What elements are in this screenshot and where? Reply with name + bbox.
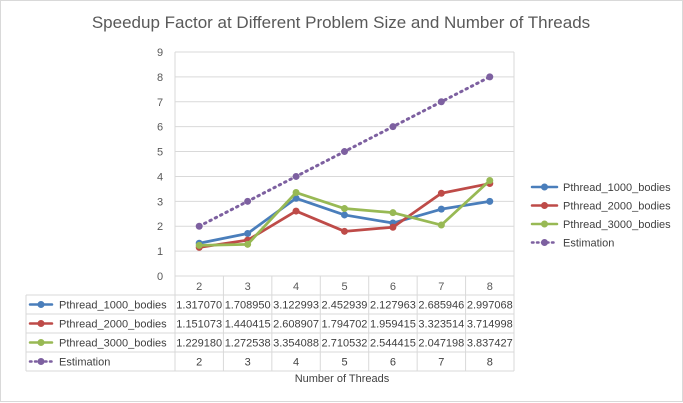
y-tick-label: 8 [157,72,163,84]
table-cell-value: 1.440415 [225,319,271,331]
table-cell-value: 2.685946 [418,300,464,312]
data-point [437,221,445,229]
table-cell-value: 3.354088 [273,338,319,350]
table-cell-value: 6 [390,357,396,369]
data-point [437,205,445,213]
table-series-name: Pthread_2000_bodies [59,319,167,331]
data-point [292,207,300,215]
table-cell-value: 1.272538 [225,338,271,350]
data-point [486,197,494,205]
data-point [389,123,397,131]
legend-key-marker [541,183,548,191]
data-point [292,194,300,202]
data-point [486,73,494,81]
data-point [244,240,252,248]
data-point [195,241,203,249]
data-point [244,197,252,205]
y-tick-label: 7 [157,97,163,109]
x-tick-label: 4 [293,281,299,293]
data-point [437,98,445,106]
data-point [341,211,348,219]
table-cell-value: 2.544415 [370,338,416,350]
data-point [341,205,348,213]
table-cell-value: 2.608907 [273,319,319,331]
data-point [292,189,300,197]
x-axis-title: Number of Threads [295,373,390,385]
table-cell-value: 1.794702 [322,319,368,331]
table-cell-value: 8 [487,357,493,369]
y-tick-label: 9 [157,47,163,59]
y-tick-label: 6 [157,122,163,134]
data-point [195,222,203,230]
table-series-name: Estimation [59,357,110,369]
chart-title: Speedup Factor at Different Problem Size… [92,13,590,32]
data-point [389,223,397,231]
table-cell-value: 3.323514 [418,319,464,331]
legend: Pthread_1000_bodies Pthread_2000_bodies Pt… [530,182,671,250]
y-axis-ticks: 0 1 2 3 4 5 6 7 8 9 [157,47,163,283]
table-cell-value: 1.959415 [370,319,416,331]
table-cell-value: 3.837427 [467,338,513,350]
table-cell-value: 2.127963 [370,300,416,312]
table-cell-value: 2.710532 [322,338,368,350]
table-cell-value: 1.229180 [176,338,222,350]
table-cell-value: 1.317070 [176,300,222,312]
x-tick-label: 3 [245,281,251,293]
y-tick-label: 2 [157,221,163,233]
legend-entry: Pthread_2000_bodies [563,201,671,213]
data-point [486,176,494,184]
x-tick-label: 2 [196,281,202,293]
data-point [389,209,397,217]
table-cell-value: 5 [341,357,347,369]
table-legend-key-marker [37,358,45,365]
table-cell-value: 3.122993 [273,300,319,312]
table-legend-key-marker [37,320,45,327]
table-legend-key-marker [37,339,45,346]
legend-entry: Estimation [563,238,614,250]
table-legend-key-marker [37,301,45,308]
x-tick-label: 6 [390,281,396,293]
legend-key-marker [541,202,548,209]
table-series-name: Pthread_1000_bodies [59,300,167,312]
data-point [292,172,300,180]
legend-key-marker [541,239,548,246]
y-tick-label: 3 [157,196,163,208]
data-point [341,148,348,156]
table-cell-value: 3.714998 [467,319,513,331]
data-point [437,189,445,197]
table-cell-value: 7 [438,357,444,369]
y-tick-label: 0 [157,271,163,283]
legend-entry: Pthread_1000_bodies [563,182,671,194]
table-cell-value: 2.997068 [467,300,513,312]
x-tick-label: 8 [487,281,493,293]
y-tick-label: 4 [157,171,163,183]
y-tick-label: 1 [157,246,163,258]
table-cell-value: 1.151073 [176,319,222,331]
x-tick-label: 7 [438,281,444,293]
data-point [341,227,348,235]
table-cell-value: 4 [293,357,299,369]
series-layer [195,73,494,251]
legend-entry: Pthread_3000_bodies [563,219,671,231]
table-cell-value: 3 [245,357,251,369]
table-series-name: Pthread_3000_bodies [59,338,167,350]
table-cell-value: 2.452939 [322,300,368,312]
y-tick-label: 5 [157,147,163,159]
data-point [244,229,252,237]
table-cell-value: 2.047198 [418,338,464,350]
legend-key-marker [541,220,548,228]
x-tick-label: 5 [341,281,347,293]
table-cell-value: 2 [196,357,202,369]
data-table: 2 3 4 5 6 7 8 Pthread_1000_bodies 1.317070 1.7089… [25,52,515,372]
table-cell-value: 1.708950 [225,300,271,312]
